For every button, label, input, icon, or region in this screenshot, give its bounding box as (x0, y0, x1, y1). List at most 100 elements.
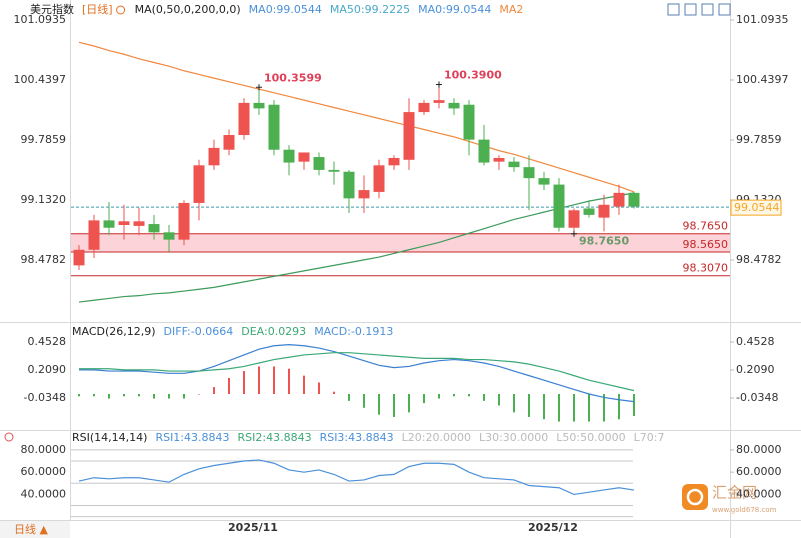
y-tick-label-left: 99.1320 (21, 193, 67, 206)
macd-bar (408, 393, 410, 413)
macd-bar (543, 393, 545, 420)
macd-bar (168, 393, 170, 399)
macd-bar (513, 393, 515, 413)
level-label: 98.7650 (683, 220, 729, 233)
legend-text: L30:30.0000 (479, 431, 548, 444)
macd-bar (528, 393, 530, 417)
macd-bar (468, 393, 470, 397)
macd-bar (603, 393, 605, 422)
ma-line (78, 41, 635, 193)
level-label: 98.5650 (683, 238, 729, 251)
candle-body (418, 102, 430, 113)
candle-body (508, 161, 520, 168)
candle-body (613, 192, 625, 207)
y-tick-label-right: 101.0935 (736, 13, 789, 26)
macd-bar (123, 393, 125, 397)
y-tick-label-left: 100.4397 (14, 73, 67, 86)
candle-body (73, 249, 85, 266)
candle-body (373, 165, 385, 192)
macd-bar (108, 393, 110, 399)
macd-bar (393, 393, 395, 417)
y-tick-label-left: 98.4782 (21, 253, 67, 266)
legend-text: MA(0,50,0,200,0,0) (135, 3, 241, 16)
legend-text: [日线] (82, 2, 113, 16)
y-tick-label-left: 80.0000 (21, 443, 67, 456)
y-tick-label-right: 0.2090 (736, 363, 775, 376)
macd-bar (243, 371, 245, 394)
tool-icon[interactable] (684, 3, 697, 16)
candle-body (553, 184, 565, 228)
candle-body (343, 171, 355, 199)
annotation-marker (256, 84, 262, 91)
diff-line (79, 344, 635, 403)
macd-bar (153, 393, 155, 399)
ma-line (78, 192, 635, 303)
legend-text: 美元指数 (30, 2, 74, 16)
candle-body (493, 157, 505, 162)
tool-icon[interactable] (667, 3, 680, 16)
macd-bar (573, 393, 575, 422)
legend-text: DIFF:-0.0664 (164, 325, 234, 338)
y-tick-label-left: 40.0000 (21, 487, 67, 500)
macd-bar (588, 393, 590, 422)
candle-body (388, 157, 400, 166)
legend-text: RSI(14,14,14) (72, 431, 147, 444)
period-button[interactable] (0, 521, 70, 538)
candle-body (538, 178, 550, 185)
watermark-name: 汇金网 (712, 484, 757, 502)
candle-body (88, 220, 100, 250)
level-label: 98.3070 (683, 262, 729, 275)
toolbar[interactable] (667, 3, 731, 16)
macd-bar (633, 393, 635, 416)
candle-body (448, 102, 460, 109)
candle-body (253, 102, 265, 109)
macd-bar (303, 375, 305, 394)
legend-text: L50:50.0000 (556, 431, 625, 444)
x-tick-label: 2025/12 (528, 521, 578, 534)
macd-bar (498, 393, 500, 406)
y-tick-label-right: 60.0000 (736, 465, 782, 478)
candle-body (568, 210, 580, 228)
legend-text: RSI2:43.8843 (238, 431, 312, 444)
candle-body (433, 100, 445, 103)
macd-bar (213, 387, 215, 394)
macd-bar (423, 393, 425, 404)
candle-body (628, 192, 640, 207)
settings-icon[interactable] (4, 432, 14, 442)
macd-bar (558, 393, 560, 422)
y-tick-label-left: 101.0935 (14, 13, 67, 26)
candle-body (298, 152, 310, 162)
legend-text: MA2 (499, 3, 523, 16)
candle-body (238, 102, 250, 136)
candle-body (313, 157, 325, 170)
y-tick-label-left: 99.7859 (21, 133, 67, 146)
macd-bar (288, 368, 290, 394)
macd-bar (453, 393, 455, 397)
annotation-label: 100.3900 (444, 69, 502, 82)
macd-bar (183, 393, 185, 399)
y-tick-label-right: 99.7859 (736, 133, 782, 146)
x-tick-label: 2025/11 (228, 521, 278, 534)
candle-body (148, 224, 160, 233)
annotation-marker (436, 81, 442, 88)
legend-text: MA50:99.2225 (330, 3, 410, 16)
tool-icon[interactable] (718, 3, 731, 16)
candle-body (133, 221, 145, 226)
candle-body (268, 104, 280, 150)
candle-body (598, 204, 610, 218)
macd-bar (618, 393, 620, 420)
y-tick-label-left: 0.2090 (28, 363, 67, 376)
watermark-logo-mark (686, 488, 704, 506)
y-tick-label-right: 100.4397 (736, 73, 789, 86)
legend-text: RSI3:43.8843 (320, 431, 394, 444)
y-tick-label-left: 60.0000 (21, 465, 67, 478)
candle-body (523, 167, 535, 179)
macd-bar (273, 366, 275, 394)
y-tick-label-right: 80.0000 (736, 443, 782, 456)
zone-band (71, 233, 730, 253)
legend-text: L70:7 (634, 431, 665, 444)
period-label[interactable]: 日线 ▲ (14, 522, 48, 536)
annotation-label: 100.3599 (264, 71, 322, 84)
macd-bar (483, 393, 485, 401)
tool-icon[interactable] (701, 3, 714, 16)
